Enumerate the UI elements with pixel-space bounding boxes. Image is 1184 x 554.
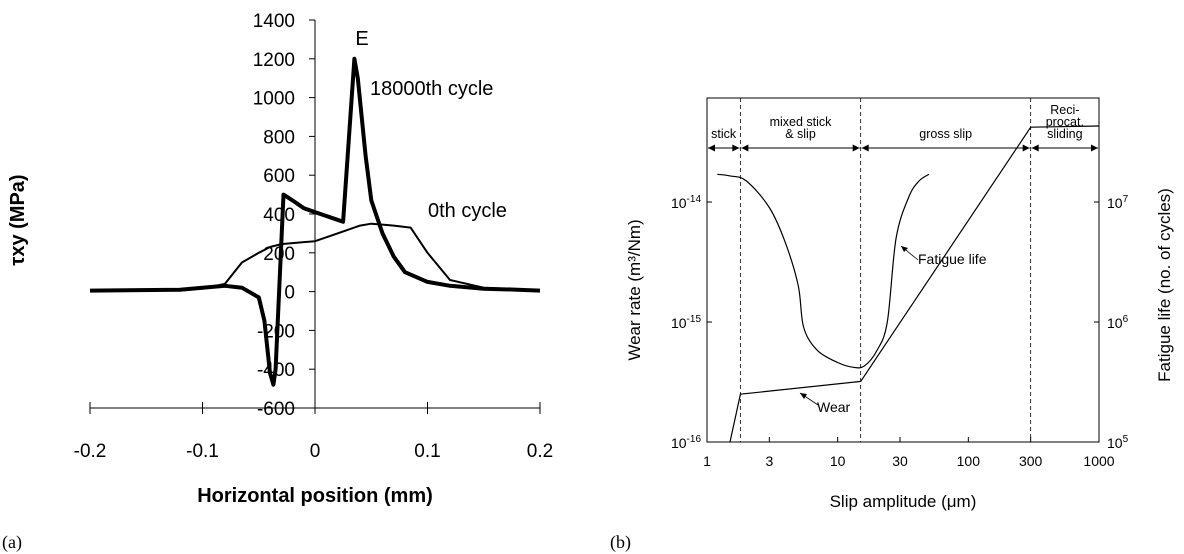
a-y-tick-label: 1000 [253, 89, 295, 110]
b-x-label: Slip amplitude (μm) [830, 492, 977, 511]
b-x-tick-label: 3 [765, 453, 773, 469]
b-region-label: procat. [1046, 115, 1084, 129]
b-series-fatigue-life [717, 173, 930, 369]
panel-label-b: (b) [610, 532, 631, 553]
b-region-arrowhead [852, 144, 860, 152]
b-x-tick-label: 1000 [1083, 453, 1114, 469]
a-y-tick-label: 1400 [253, 11, 295, 32]
panel-label-a: (a) [2, 532, 22, 553]
b-y2-tick-label: 106 [1107, 314, 1129, 331]
b-y2-label: Fatigue life (no. of cycles) [1155, 188, 1174, 382]
b-y-tick-label: 10-15 [671, 314, 701, 331]
a-label-0: 0th cycle [428, 200, 507, 222]
b-region-label: sliding [1047, 127, 1082, 141]
a-y-tick-label: -600 [257, 399, 295, 420]
b-region-arrowhead [732, 144, 740, 152]
b-region-label: Reci- [1050, 103, 1079, 117]
a-y-tick-label: 400 [263, 205, 295, 226]
b-y-label: Wear rate (m³/Nm) [625, 219, 644, 360]
a-y-tick-label: 1200 [253, 50, 295, 71]
b-y-tick-label: 10-16 [671, 434, 701, 451]
b-region-arrowhead [861, 144, 869, 152]
a-y-tick-label: 800 [263, 127, 295, 148]
b-region-label: gross slip [919, 127, 972, 141]
a-x-tick-label: 0 [310, 441, 321, 462]
a-x-tick-label: -0.1 [186, 441, 219, 462]
b-series-wear [729, 125, 1100, 443]
b-region-arrowhead [1022, 144, 1030, 152]
b-y-tick-label: 10-14 [671, 194, 701, 211]
b-x-tick-label: 10 [830, 453, 846, 469]
b-wear-arrowhead [800, 393, 807, 399]
chart-b: stick mixed stick& slip gross slip Reci-pro… [610, 97, 1174, 553]
b-x-tick-label: 100 [957, 453, 981, 469]
a-series-0th-cycle [89, 222, 541, 292]
b-x-tick-label: 1 [703, 453, 711, 469]
b-fatigue-arrowhead [901, 246, 908, 252]
a-y-tick-label: 600 [263, 166, 295, 187]
b-region-arrowhead [1031, 144, 1039, 152]
chart-a: -600-400-2000200400600800100012001400-0.… [2, 11, 553, 553]
b-y2-tick-label: 107 [1107, 194, 1129, 211]
a-peak-label: E [355, 28, 368, 50]
a-y-tick-label: 0 [284, 283, 295, 304]
b-region-arrowhead [1091, 144, 1098, 152]
b-plot-frame [706, 97, 1100, 443]
a-label-18000: 18000th cycle [370, 78, 493, 100]
b-region-arrowhead [741, 144, 749, 152]
b-y2-tick-label: 105 [1107, 434, 1129, 451]
b-x-tick-label: 300 [1019, 453, 1043, 469]
b-wear-label: Wear [817, 399, 851, 415]
b-region-arrowhead [708, 144, 715, 152]
b-x-tick-label: 30 [892, 453, 908, 469]
a-y-label: τxy (MPa) [7, 174, 29, 265]
a-x-tick-label: 0.2 [527, 441, 553, 462]
b-region-label: stick [711, 127, 737, 141]
b-region-label: mixed stick [770, 115, 833, 129]
a-series-18000th-cycle [89, 56, 541, 387]
b-region-label: & slip [785, 127, 816, 141]
a-x-tick-label: 0.1 [414, 441, 440, 462]
b-fatigue-label: Fatigue life [918, 251, 987, 267]
a-x-tick-label: -0.2 [74, 441, 107, 462]
a-x-label: Horizontal position (mm) [197, 485, 433, 507]
